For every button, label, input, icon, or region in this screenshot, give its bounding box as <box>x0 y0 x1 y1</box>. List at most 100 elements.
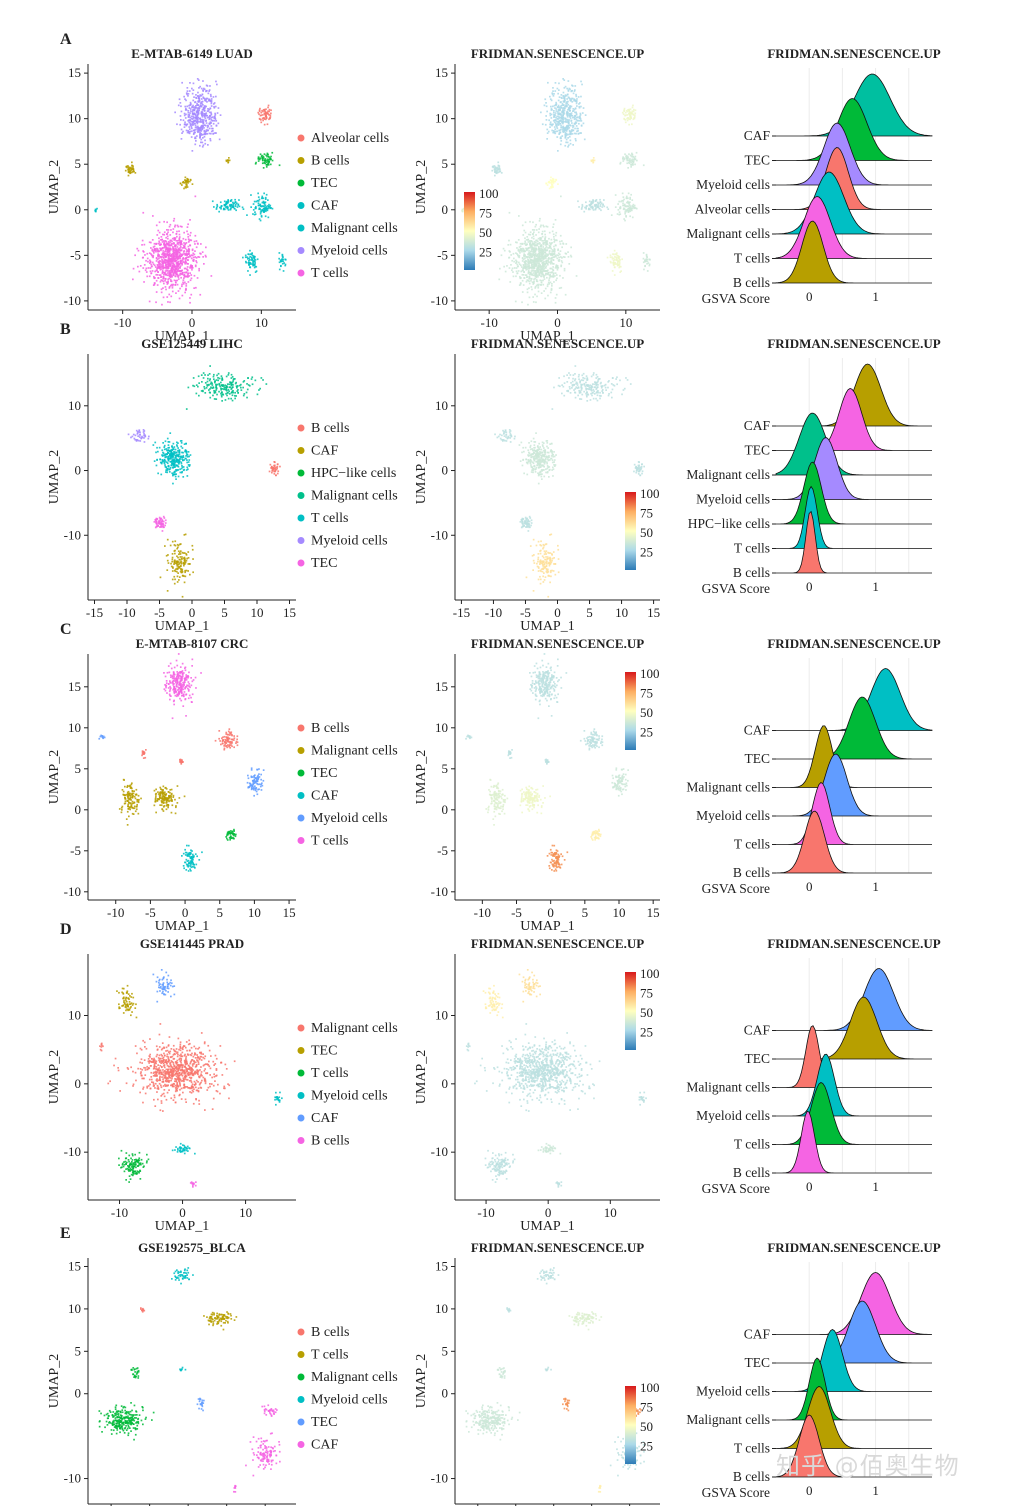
cell-point <box>529 253 532 255</box>
cell-point <box>614 261 616 264</box>
cell-point <box>216 203 218 206</box>
cell-point <box>193 106 196 108</box>
cell-point <box>179 272 182 275</box>
cell-point <box>127 166 130 168</box>
cell-point <box>183 575 185 577</box>
cell-point <box>173 460 175 463</box>
cell-point <box>635 151 638 154</box>
cell-point <box>542 256 545 259</box>
cell-point <box>600 386 603 389</box>
cell-point <box>540 111 542 114</box>
cell-point <box>515 275 517 278</box>
cell-point <box>177 447 179 449</box>
cell-point <box>540 273 543 275</box>
cell-point <box>181 451 183 454</box>
cell-point <box>180 255 182 258</box>
cell-point <box>282 258 285 261</box>
cell-point <box>601 389 604 391</box>
cell-point <box>211 119 213 122</box>
cell-point <box>577 130 579 132</box>
cell-point <box>130 171 133 174</box>
cell-point <box>276 467 278 470</box>
cell-point <box>552 250 555 252</box>
cell-point <box>166 538 169 541</box>
x-axis-label: GSVA Score <box>702 291 770 306</box>
cell-point <box>174 266 176 268</box>
cell-point <box>221 377 223 379</box>
cell-point <box>201 381 203 383</box>
cell-point <box>550 242 552 245</box>
cell-point <box>571 129 573 131</box>
cell-point <box>179 274 181 276</box>
cell-point <box>546 273 549 275</box>
cell-point <box>624 205 626 207</box>
cell-point <box>634 163 636 166</box>
cell-point <box>524 250 526 252</box>
cell-point <box>158 221 161 224</box>
cell-point <box>158 520 161 523</box>
cell-point <box>189 279 192 282</box>
cell-point <box>181 81 183 84</box>
cell-point <box>185 107 187 110</box>
cell-point <box>571 383 574 386</box>
cell-point <box>207 108 209 110</box>
cell-point <box>161 261 163 264</box>
cell-point <box>554 267 557 269</box>
cell-point <box>629 115 632 117</box>
cell-point <box>560 256 562 258</box>
cell-point <box>177 260 180 263</box>
cell-point <box>544 266 547 269</box>
cell-point <box>530 250 533 252</box>
legend-label: HPC−like cells <box>311 466 396 481</box>
cell-point <box>171 242 174 245</box>
cell-point <box>540 258 542 260</box>
cell-point <box>268 117 271 119</box>
cell-point <box>563 267 566 270</box>
cell-point <box>616 254 619 257</box>
cell-point <box>180 262 183 265</box>
cell-point <box>169 455 172 458</box>
cell-point <box>541 252 544 255</box>
cell-point <box>161 247 164 250</box>
cell-point <box>178 453 181 455</box>
cell-point <box>177 475 180 478</box>
cell-point <box>273 473 276 475</box>
cell-point <box>159 263 161 265</box>
cell-point <box>182 237 185 240</box>
cell-point <box>173 243 175 245</box>
cell-point <box>529 266 532 269</box>
cell-point <box>611 388 614 391</box>
cell-point <box>187 180 189 182</box>
cell-point <box>632 104 634 107</box>
cell-point <box>174 454 177 457</box>
cell-point <box>151 239 154 241</box>
cell-point <box>259 114 262 117</box>
cell-point <box>515 252 517 254</box>
legend-swatch <box>297 424 305 432</box>
cell-point <box>265 193 268 196</box>
cell-point <box>598 394 601 397</box>
cell-point <box>508 211 511 214</box>
cell-point <box>256 258 259 261</box>
cell-point <box>508 239 510 242</box>
cell-point <box>213 102 216 104</box>
cell-point <box>546 225 549 228</box>
cell-point <box>627 211 630 213</box>
cell-point <box>513 260 515 263</box>
cell-point <box>199 144 201 147</box>
cell-point <box>543 230 546 233</box>
cell-point <box>507 244 510 246</box>
cell-point <box>179 458 181 461</box>
cell-point <box>167 280 169 283</box>
cell-point <box>578 103 580 105</box>
cell-point <box>192 252 195 255</box>
cell-point <box>172 246 174 248</box>
cell-point <box>166 233 169 235</box>
cell-point <box>552 266 554 268</box>
cell-point <box>221 378 224 381</box>
cell-point <box>170 248 172 251</box>
cell-point <box>627 200 629 203</box>
cell-point <box>554 254 557 257</box>
cell-point <box>141 244 143 246</box>
cell-point <box>188 121 191 124</box>
